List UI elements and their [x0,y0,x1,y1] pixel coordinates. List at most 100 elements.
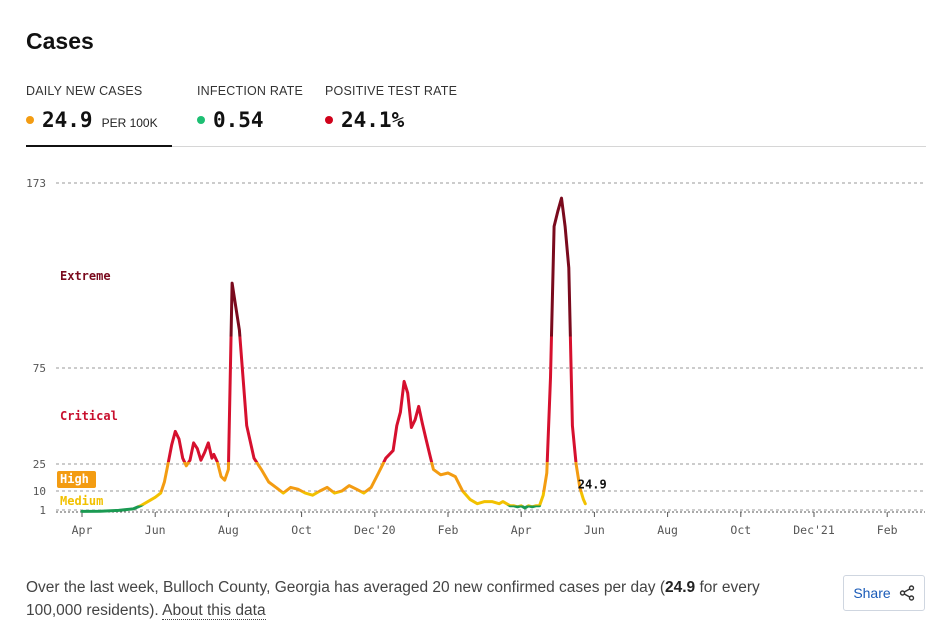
data-point [290,487,291,488]
metric-tabs: DAILY NEW CASES 24.9 PER 100K INFECTION … [26,84,926,147]
data-point [349,485,350,486]
data-point [425,438,426,439]
data-point [462,490,463,491]
x-tick-label: Apr [72,523,93,537]
tab-daily-new-cases[interactable]: DAILY NEW CASES 24.9 PER 100K [26,84,172,147]
data-point [268,481,269,482]
data-point [440,474,441,475]
data-point [422,423,423,424]
data-point [228,469,229,470]
data-point [193,442,194,443]
infection-rate-value: 0.54 [213,108,264,132]
data-point [186,465,187,466]
data-point [513,505,514,506]
data-point [572,425,573,426]
end-label-layer: 24.9 [578,478,607,492]
data-point [217,462,218,463]
daily-cases-value: 24.9 [42,108,93,132]
x-tick-label: Dec'20 [354,523,396,537]
data-point [393,450,394,451]
data-point [155,497,156,498]
share-label: Share [853,585,891,601]
data-point [433,469,434,470]
x-tick-label: Jun [584,523,605,537]
red-dot-icon [325,116,333,124]
data-point [221,476,222,477]
data-point [224,480,225,481]
tab-infection-rate[interactable]: INFECTION RATE 0.54 [197,84,307,145]
data-point [208,442,209,443]
data-point [585,503,586,504]
data-point [341,490,342,491]
data-point [211,458,212,459]
data-point [521,505,522,506]
cases-line-chart: 1 10 25 75 173 Apr Jun Aug Oct Dec'20 Feb Apr Jun Au… [26,177,925,537]
y-tick-label: 10 [33,485,46,498]
data-point [81,511,82,512]
data-point [447,472,448,473]
data-point [484,501,485,502]
x-tick-label: Feb [438,523,459,537]
data-point [147,501,148,502]
level-label: High [60,472,89,486]
level-badge-bg [57,471,96,488]
orange-dot-icon [26,116,34,124]
data-point [411,427,412,428]
data-point [175,431,176,432]
data-point [319,490,320,491]
data-point [297,489,298,490]
data-point [189,460,190,461]
share-button[interactable]: Share [843,575,925,611]
data-point [561,198,562,199]
x-tick-label: Apr [511,523,532,537]
x-tick-label: Feb [877,523,898,537]
risk-level-labels: Extreme Critical High Medium [57,269,118,508]
data-point [253,458,254,459]
cases-series-line [80,196,587,513]
data-point [524,507,525,508]
data-point [385,458,386,459]
data-point [528,505,529,506]
data-point [133,508,134,509]
y-tick-label: 173 [26,177,46,190]
data-point [477,503,478,504]
data-point [550,377,551,378]
series-layer [80,196,587,513]
unit-label: PER 100K [101,116,158,130]
tab-label: INFECTION RATE [197,84,304,98]
data-point [356,489,357,490]
tab-label: DAILY NEW CASES [26,84,143,98]
data-point [565,226,566,227]
x-tick-label: Jun [145,523,166,537]
data-point [568,267,569,268]
x-tick-label: Oct [291,523,312,537]
tab-positive-test-rate[interactable]: POSITIVE TEST RATE 24.1% [325,84,457,145]
data-point [554,226,555,227]
data-point [140,505,141,506]
data-point [415,419,416,420]
data-point [363,493,364,494]
data-point [378,472,379,473]
about-data-link[interactable]: About this data [162,602,266,620]
data-point [535,505,536,506]
summary-text: Over the last week, Bulloch County, Geor… [26,576,806,622]
grid-lines [56,182,925,513]
data-point [167,463,168,464]
data-point [118,510,119,511]
data-point [239,330,240,331]
data-point [182,458,183,459]
data-point [506,503,507,504]
data-point [418,406,419,407]
data-point [491,501,492,502]
data-point [283,493,284,494]
data-point [557,211,558,212]
data-point [197,448,198,449]
green-dot-icon [197,116,205,124]
x-tick-label: Oct [730,523,751,537]
data-point [532,506,533,507]
data-point [469,499,470,500]
x-tick-label: Aug [218,523,239,537]
positive-test-rate-value: 24.1% [341,108,405,132]
level-label: Extreme [60,269,111,283]
data-point [502,501,503,502]
